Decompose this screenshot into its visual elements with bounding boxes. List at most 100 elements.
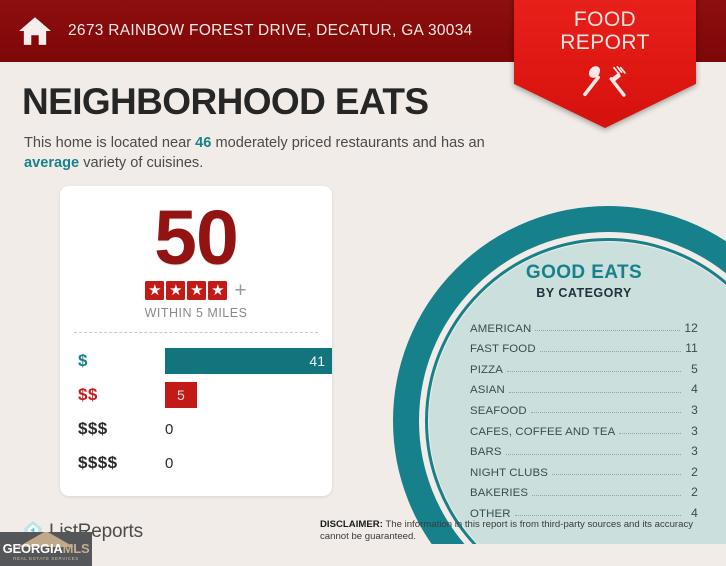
card-divider: [74, 332, 318, 333]
category-row: CAFES, COFFEE AND TEA 3: [470, 417, 698, 438]
category-row: AMERICAN 12: [470, 314, 698, 335]
price-range-bar-area: 0: [165, 450, 332, 476]
category-name: CAFES, COFFEE AND TEA: [470, 425, 616, 438]
category-row: ASIAN 4: [470, 376, 698, 397]
category-leader-dots: [514, 515, 681, 517]
price-range-row: $$$ 0: [60, 412, 332, 446]
disclaimer-text: The information in this report is from t…: [320, 519, 694, 542]
georgia-mls-logo: GEORGIAMLS REAL ESTATE SERVICES: [0, 532, 92, 566]
subtitle-part-1: This home is located near: [24, 135, 196, 151]
price-range-label: $$: [78, 385, 98, 404]
category-value: 12: [684, 320, 698, 335]
price-range-label: $: [78, 351, 88, 370]
food-report-badge: FOOD REPORT: [514, 0, 696, 128]
category-name: ASIAN: [470, 384, 505, 397]
decorative-circle: [393, 206, 726, 566]
category-value: 2: [691, 485, 698, 500]
star-glyph: ★: [190, 282, 204, 299]
star-icon: ★: [208, 281, 228, 300]
category-row: NIGHT CLUBS 2: [470, 458, 698, 479]
home-icon: [18, 14, 68, 48]
category-value: 11: [685, 341, 698, 356]
restaurant-stats-card: 50 ★ ★ ★ ★ + WITHIN 5 MILES $41 $$ 5 $$$ 0 $$$$ 0: [60, 186, 332, 496]
price-range-value: 41: [309, 353, 325, 369]
property-address: 2673 RAINBOW FOREST DRIVE, DECATUR, GA 3…: [68, 22, 473, 39]
star-rating: ★ ★ ★ ★ +: [60, 279, 332, 302]
category-leader-dots: [508, 391, 681, 393]
category-leader-dots: [532, 494, 681, 496]
category-leader-dots: [530, 412, 681, 414]
price-range-bar-area: 5: [165, 382, 332, 408]
price-range-bar-area: 41: [165, 348, 332, 374]
category-value: 2: [691, 464, 698, 479]
price-range-value: 0: [165, 420, 174, 438]
category-name: BAKERIES: [470, 487, 529, 500]
category-name: BARS: [470, 446, 502, 459]
category-value: 4: [691, 505, 698, 520]
category-name: FAST FOOD: [470, 343, 536, 356]
subtitle-part-2: moderately priced restaurants and has an: [211, 135, 485, 151]
badge-line-1: FOOD: [573, 8, 637, 31]
mls-roof-icon: [18, 532, 74, 547]
category-value: 4: [691, 382, 698, 397]
star-icon: ★: [145, 281, 165, 300]
category-leader-dots: [505, 453, 681, 455]
price-range-value: 5: [176, 387, 185, 403]
disclaimer: DISCLAIMER: The information in this repo…: [320, 519, 702, 542]
price-range-bar-area: 0: [165, 416, 332, 442]
category-leader-dots: [552, 474, 681, 476]
category-row: SEAFOOD 3: [470, 396, 698, 417]
within-radius-label: WITHIN 5 MILES: [144, 306, 248, 320]
star-glyph: ★: [211, 282, 225, 299]
category-row: OTHER 4: [470, 499, 698, 520]
category-name: SEAFOOD: [470, 404, 527, 417]
star-glyph: ★: [148, 282, 162, 299]
star-icon: ★: [187, 281, 207, 300]
good-eats-subtitle: BY CATEGORY: [536, 286, 632, 300]
category-name: AMERICAN: [470, 322, 532, 335]
star-plus: +: [234, 279, 247, 302]
price-range-chart: $41 $$ 5 $$$ 0 $$$$ 0: [60, 344, 332, 480]
circle-fill: [429, 242, 726, 566]
category-list: AMERICAN 12 FAST FOOD 11 PIZZA 5 ASIAN 4 SEAFOOD…: [470, 314, 698, 520]
badge-line-2: REPORT: [560, 31, 650, 54]
category-name: OTHER: [470, 507, 511, 520]
category-leader-dots: [507, 371, 681, 373]
price-range-row: $$$$ 0: [60, 446, 332, 480]
mls-wordmark-mls: MLS: [62, 541, 90, 556]
category-value: 3: [691, 444, 698, 459]
star-glyph: ★: [169, 282, 183, 299]
price-range-label: $$$: [78, 419, 108, 438]
price-range-label: $$$$: [78, 453, 118, 472]
category-leader-dots: [619, 433, 681, 435]
price-range-bar: 5: [165, 382, 197, 408]
price-range-value: 0: [165, 454, 174, 472]
mls-wordmark-georgia: GEORGIA: [2, 541, 63, 556]
page-subtitle: This home is located near 46 moderately …: [24, 134, 504, 173]
restaurant-count: 50: [154, 195, 239, 281]
subtitle-highlight-variety: average: [24, 154, 80, 171]
category-row: BAKERIES 2: [470, 479, 698, 500]
good-eats-title: GOOD EATS: [525, 262, 643, 283]
category-leader-dots: [539, 350, 681, 352]
star-icon: ★: [166, 281, 186, 300]
page-title: NEIGHBORHOOD EATS: [22, 81, 429, 122]
category-row: FAST FOOD 11: [470, 335, 698, 356]
subtitle-highlight-count: 46: [195, 135, 212, 151]
category-value: 3: [691, 402, 698, 417]
price-range-row: $41: [60, 344, 332, 378]
category-row: PIZZA 5: [470, 355, 698, 376]
category-value: 3: [691, 423, 698, 438]
badge-text: FOOD REPORT: [514, 8, 696, 54]
subtitle-part-3: variety of cuisines.: [79, 154, 204, 171]
disclaimer-label: DISCLAIMER:: [320, 519, 383, 530]
footer-strip: [0, 544, 726, 566]
good-eats-panel: GOOD EATS BY CATEGORY AMERICAN 12 FAST FOO…: [470, 262, 698, 520]
price-range-row: $$ 5: [60, 378, 332, 412]
category-name: PIZZA: [470, 363, 504, 376]
category-name: NIGHT CLUBS: [470, 466, 549, 479]
header-content: 2673 RAINBOW FOREST DRIVE, DECATUR, GA 3…: [18, 0, 473, 62]
category-leader-dots: [535, 330, 681, 332]
category-value: 5: [691, 361, 698, 376]
